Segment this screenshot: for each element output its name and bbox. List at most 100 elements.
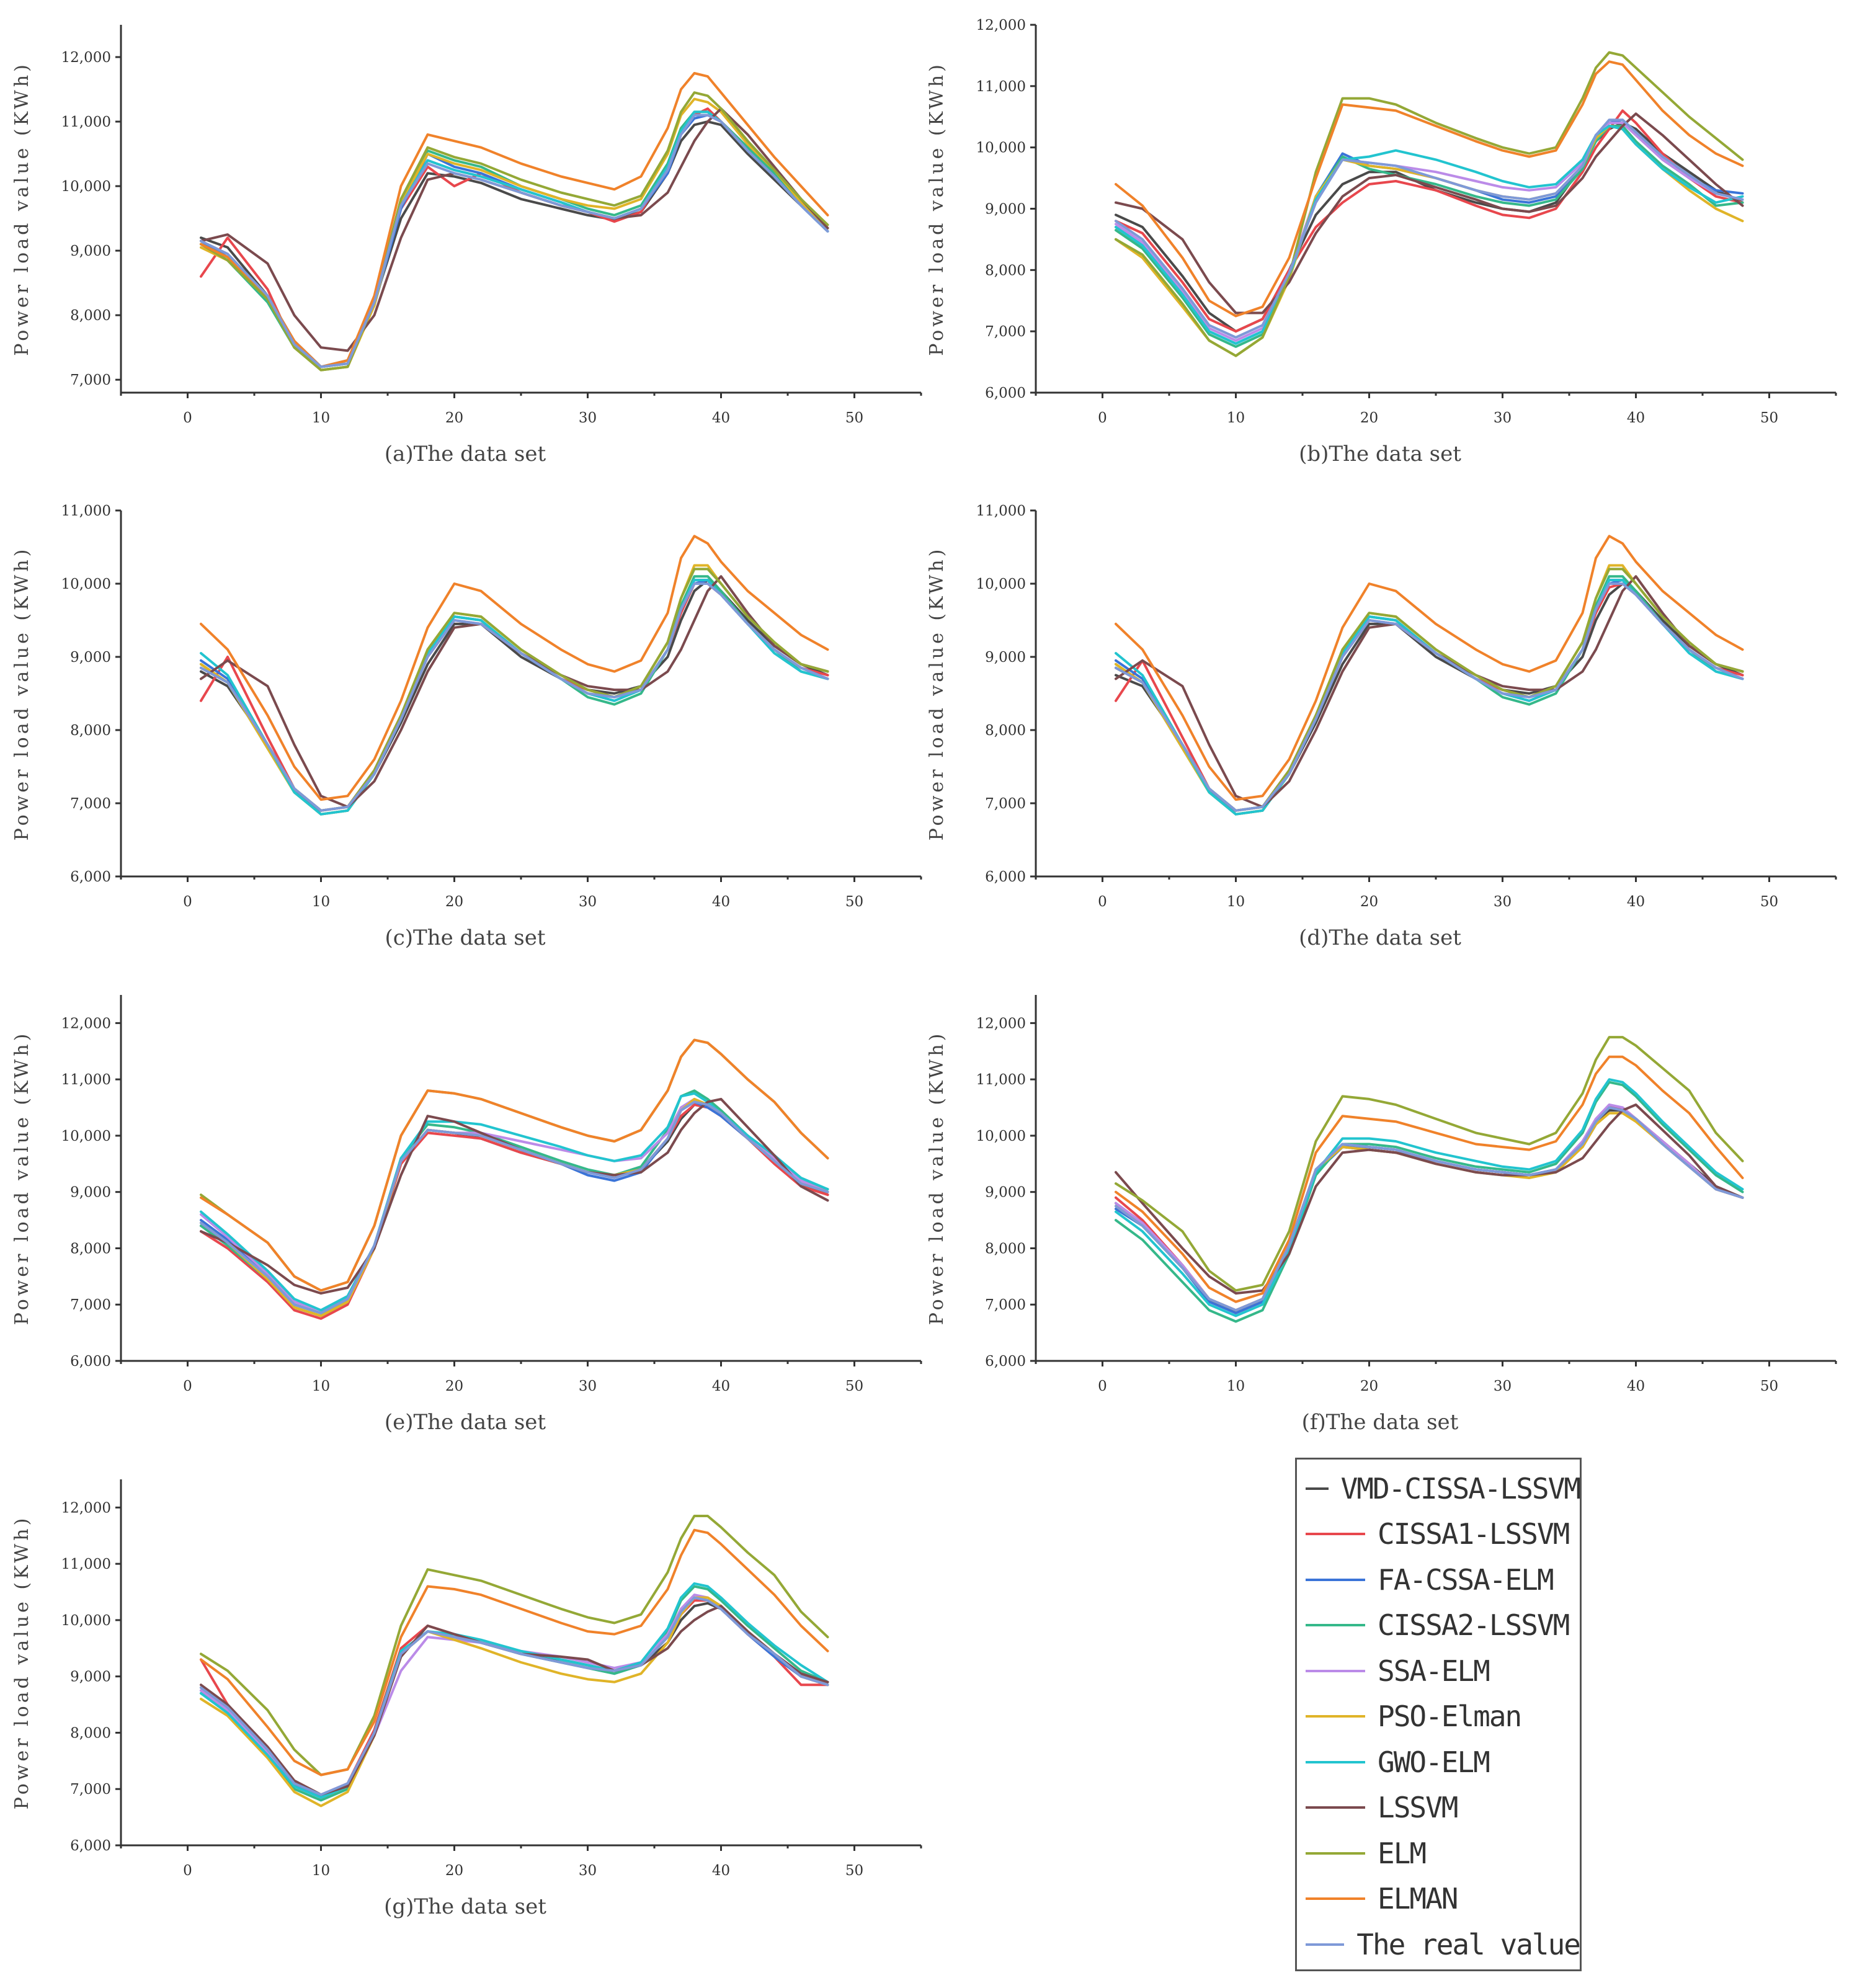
legend-item: VMD-CISSA-LSSVM (1297, 1466, 1581, 1512)
x-tick-label: 10 (312, 894, 330, 910)
y-tick-label: 11,000 (976, 79, 1026, 95)
series-line-elman (200, 535, 829, 801)
legend-label: LSSVM (1378, 1791, 1458, 1825)
legend-item: LSSVM (1297, 1785, 1580, 1831)
series-line-cissa1-lssvm (1115, 109, 1744, 333)
x-tick-label: 20 (1360, 894, 1378, 910)
legend-swatch (1306, 1715, 1365, 1718)
legend-swatch (1306, 1852, 1365, 1855)
x-tick-label: 30 (579, 1863, 597, 1879)
x-tick-label: 30 (579, 1378, 597, 1394)
x-tick-label: 0 (1098, 1378, 1107, 1394)
series-line-gwo-elm (200, 579, 829, 816)
y-tick-label: 7,000 (70, 372, 111, 388)
y-tick-label: 6,000 (70, 869, 111, 885)
y-tick-label: 6,000 (70, 1353, 111, 1370)
y-tick-label: 10,000 (61, 1128, 111, 1144)
series-line-gwo-elm (1115, 579, 1744, 816)
y-tick-label: 12,000 (61, 50, 111, 66)
legend-item: SSA-ELM (1297, 1648, 1580, 1694)
y-axis-label: Power load value (KWh) (926, 61, 948, 356)
chart-e: 0 10 20 30 40 50 6,000 7,000 8,000 9,000 10,000 11,… (11, 995, 922, 1435)
x-tick-label: 40 (712, 410, 730, 426)
y-axis-label: Power load value (KWh) (11, 1515, 33, 1810)
series-line-elm (1115, 51, 1744, 357)
x-tick-label: 0 (183, 1378, 192, 1394)
series-line-ssa-elm (1115, 1103, 1744, 1312)
series-line-gwo-elm (200, 110, 829, 368)
series-line-gwo-elm (1115, 125, 1744, 345)
subplot-caption: (c)The data set (385, 925, 545, 950)
series-line-the-real-value (1115, 1106, 1744, 1312)
y-tick-label: 10,000 (976, 576, 1026, 592)
subplot-caption: (f)The data set (1302, 1410, 1459, 1435)
x-tick-label: 40 (712, 1378, 730, 1394)
series-line-elm (200, 91, 829, 372)
x-tick-label: 0 (1098, 410, 1107, 426)
y-tick-label: 12,000 (61, 1015, 111, 1032)
series-line-elman (200, 72, 829, 368)
series-line-cissa2-lssvm (1115, 1081, 1744, 1323)
series-line-ssa-elm (1115, 122, 1744, 342)
legend-label: PSO-Elman (1378, 1700, 1522, 1734)
y-tick-label: 11,000 (61, 1072, 111, 1088)
y-tick-label: 11,000 (61, 114, 111, 130)
series-line-the-real-value (200, 1596, 829, 1796)
legend-swatch (1306, 1578, 1365, 1581)
legend-label: ELM (1378, 1836, 1427, 1870)
y-tick-label: 9,000 (985, 202, 1026, 218)
series-line-cissa1-lssvm (200, 107, 829, 368)
legend: VMD-CISSA-LSSVM CISSA1-LSSVM FA-CSSA-ELM CI… (1295, 1458, 1582, 1971)
x-tick-label: 50 (845, 1863, 863, 1879)
series-line-lssvm (1115, 575, 1744, 808)
y-tick-label: 6,000 (985, 1353, 1026, 1370)
subplot-caption: (d)The data set (1299, 925, 1461, 950)
y-axis-label: Power load value (KWh) (11, 1031, 33, 1326)
series-line-vmd-cissa-lssvm (200, 1103, 829, 1314)
series-line-the-real-value (200, 582, 829, 812)
subplot-caption: (g)The data set (384, 1894, 546, 1919)
x-tick-label: 20 (1360, 1378, 1378, 1394)
x-tick-label: 10 (1227, 894, 1245, 910)
x-tick-label: 20 (445, 1863, 463, 1879)
y-tick-label: 7,000 (985, 796, 1026, 812)
legend-label: SSA-ELM (1378, 1654, 1490, 1688)
series-line-the-real-value (200, 114, 829, 368)
series-line-elman (200, 1528, 829, 1776)
series-line-lssvm (200, 575, 829, 808)
legend-label: ELMAN (1378, 1882, 1458, 1916)
y-tick-label: 11,000 (976, 1072, 1026, 1088)
subplot-caption: (e)The data set (385, 1410, 546, 1435)
y-tick-label: 8,000 (70, 308, 111, 324)
x-tick-label: 0 (183, 894, 192, 910)
series-line-vmd-cissa-lssvm (200, 579, 829, 812)
x-tick-label: 30 (1494, 894, 1512, 910)
chart-a: 0 10 20 30 40 50 7,000 8,000 9,000 10,000 11,000 12… (11, 25, 922, 466)
y-tick-label: 12,000 (976, 1015, 1026, 1032)
x-tick-label: 10 (312, 1863, 330, 1879)
legend-label: VMD-CISSA-LSSVM (1340, 1471, 1581, 1505)
series-line-pso-elman (200, 564, 829, 816)
x-tick-label: 30 (579, 410, 597, 426)
legend-item: ELMAN (1297, 1876, 1580, 1922)
y-tick-label: 6,000 (985, 385, 1026, 401)
series-line-cissa2-lssvm (1115, 575, 1744, 816)
legend-swatch (1306, 1669, 1365, 1672)
x-tick-label: 20 (445, 410, 463, 426)
x-tick-label: 50 (1760, 410, 1778, 426)
series-line-vmd-cissa-lssvm (1115, 1109, 1744, 1314)
y-tick-label: 9,000 (985, 649, 1026, 666)
chart-g: 0 10 20 30 40 50 6,000 7,000 8,000 9,000 10,000 11,… (11, 1479, 922, 1919)
legend-swatch (1306, 1806, 1365, 1809)
series-line-lssvm (1115, 112, 1744, 314)
y-tick-label: 9,000 (70, 649, 111, 666)
series-line-the-real-value (1115, 118, 1744, 339)
legend-swatch (1306, 1760, 1365, 1763)
legend-swatch (1306, 1487, 1329, 1490)
legend-swatch (1306, 1943, 1345, 1946)
y-tick-label: 11,000 (976, 503, 1026, 519)
y-tick-label: 10,000 (61, 179, 111, 195)
legend-label: GWO-ELM (1378, 1745, 1490, 1779)
y-tick-label: 12,000 (61, 1500, 111, 1516)
legend-label: The real value (1356, 1927, 1581, 1961)
